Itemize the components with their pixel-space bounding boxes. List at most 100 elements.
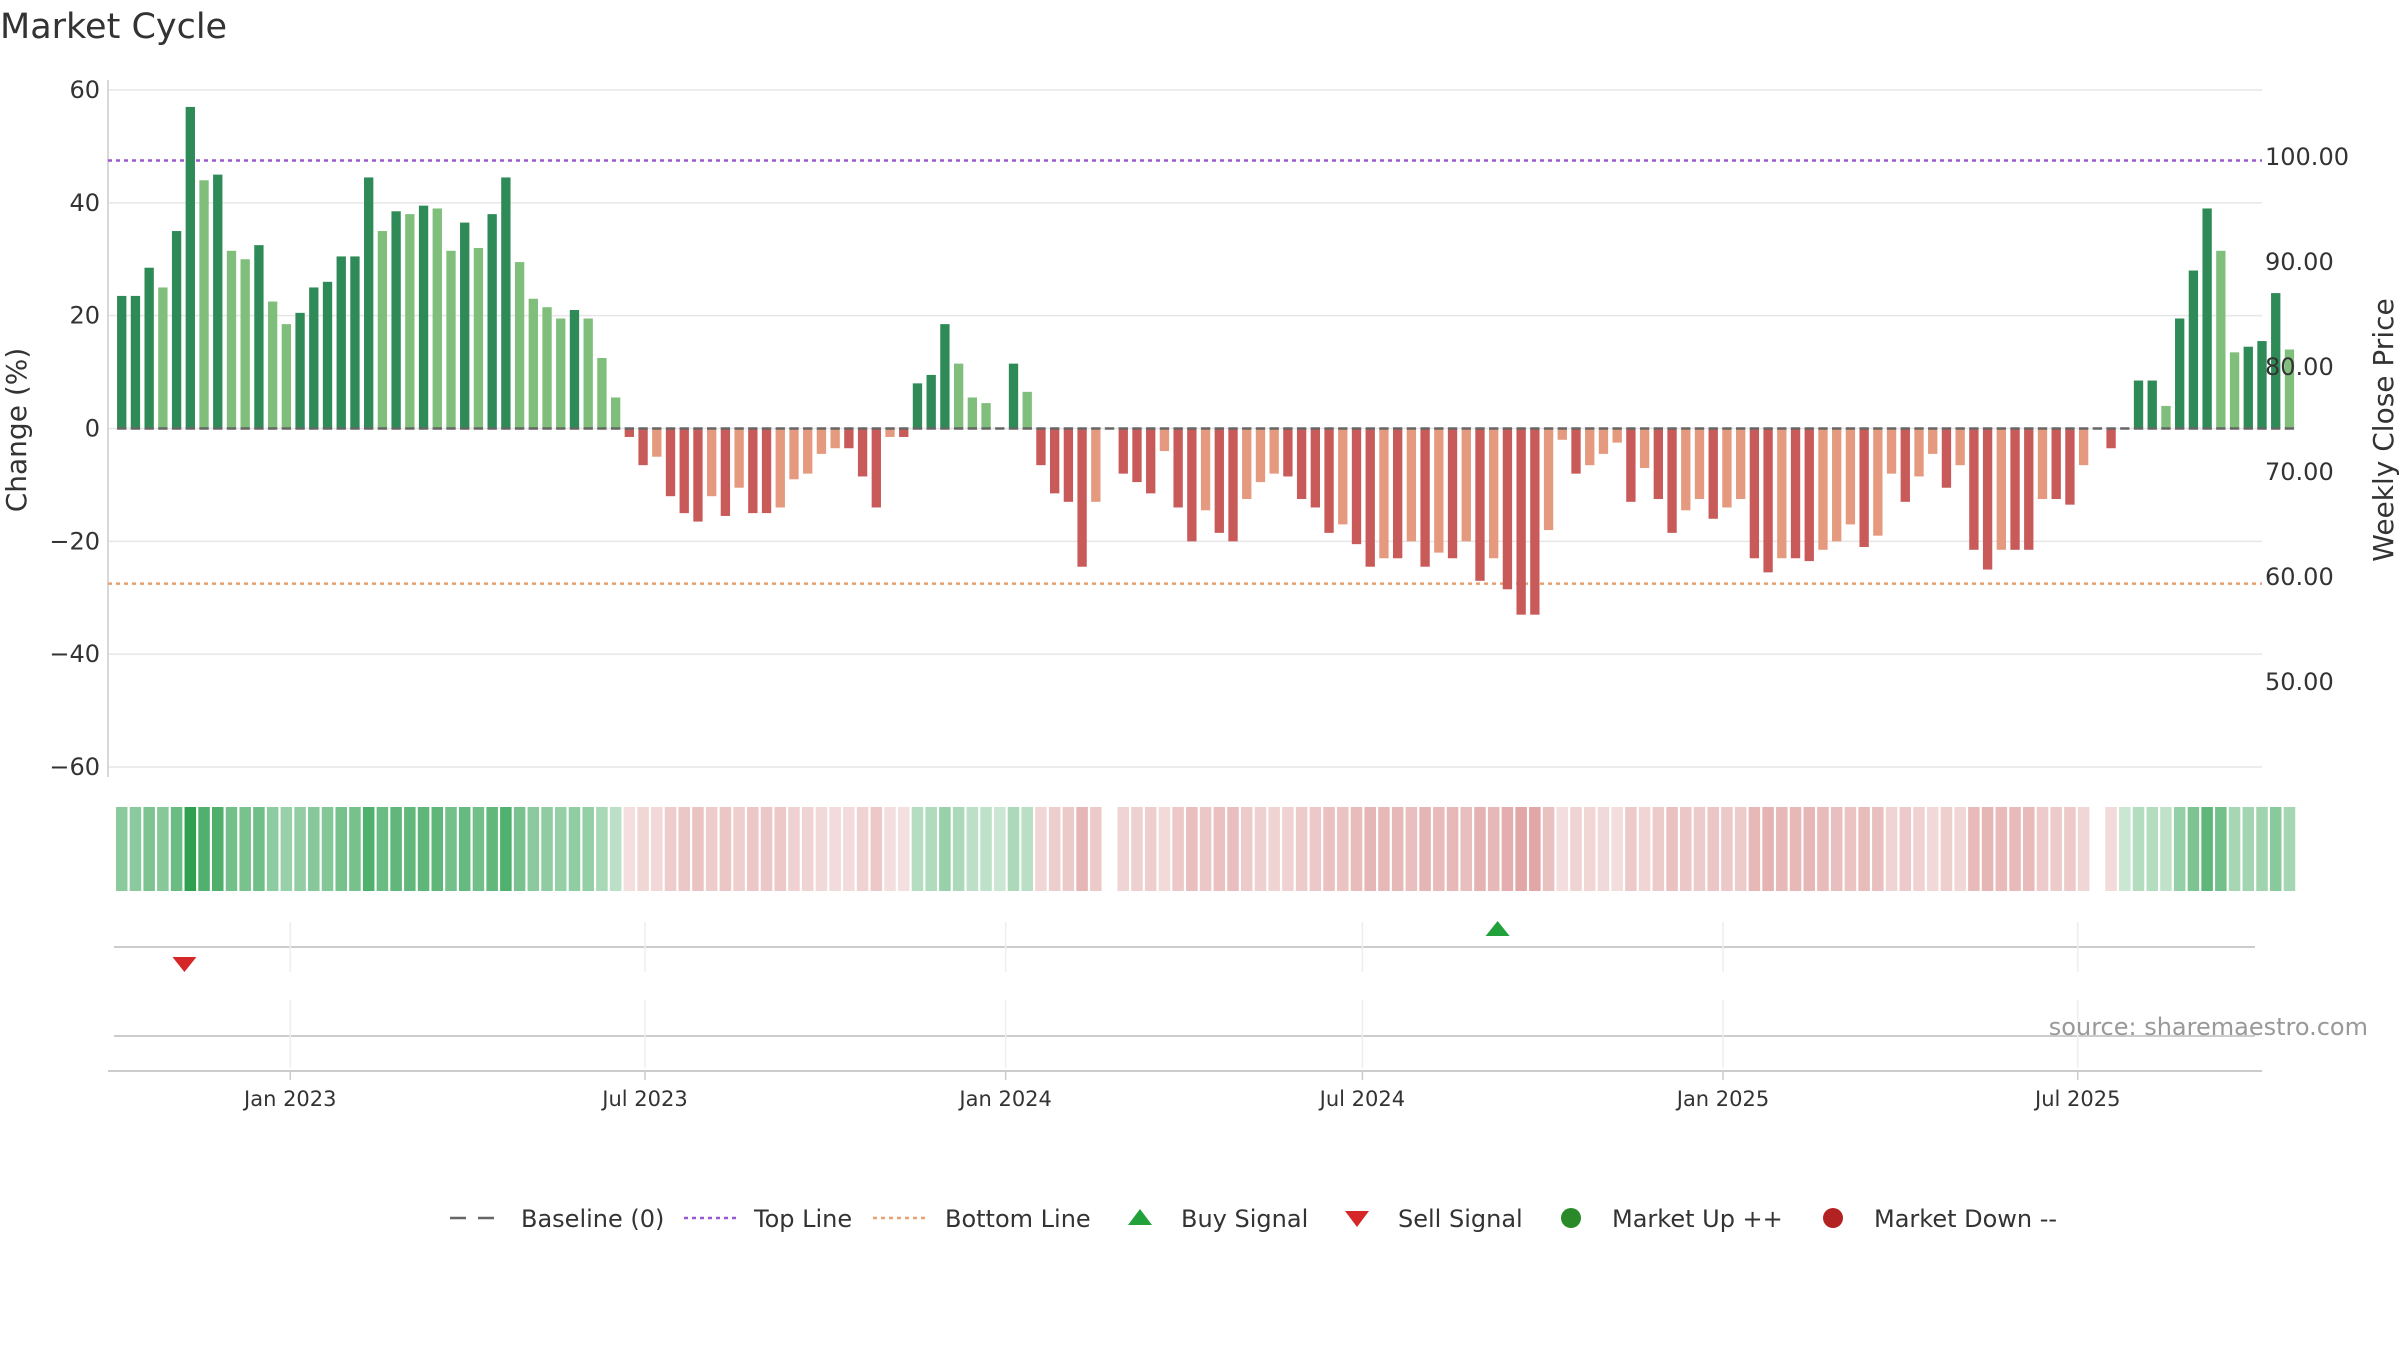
heat-cell	[486, 807, 498, 891]
heat-cell	[1913, 807, 1925, 891]
bar	[2284, 349, 2295, 429]
heat-cell	[211, 807, 224, 891]
bar	[1173, 428, 1183, 508]
bar	[1214, 428, 1224, 533]
bar	[1228, 428, 1238, 542]
bar	[583, 318, 593, 429]
bar	[1804, 428, 1814, 562]
x-tick-label: Jul 2024	[1318, 1087, 1405, 1111]
x-tick-label: Jul 2023	[600, 1087, 687, 1111]
heat-cell	[1734, 807, 1747, 891]
y2-tick-label: 80.00	[2265, 353, 2334, 381]
heat-cell	[939, 807, 951, 891]
heat-cell	[1487, 807, 1500, 891]
bar	[2078, 428, 2089, 466]
bar	[1159, 428, 1170, 452]
heat-cell	[2187, 807, 2200, 891]
bar	[254, 245, 264, 429]
y2-tick-label: 70.00	[2265, 458, 2334, 486]
heat-cell	[1858, 807, 1870, 891]
legend-item-5: Market Up ++	[1561, 1205, 1783, 1233]
sell-signal-icon	[1345, 1211, 1369, 1227]
bar	[309, 287, 319, 429]
bar	[967, 397, 978, 429]
bar	[569, 310, 580, 429]
bar	[2065, 428, 2075, 505]
heat-cell	[2009, 807, 2021, 891]
heat-cell	[458, 807, 471, 891]
heat-cell	[1652, 807, 1665, 891]
heat-cell	[925, 807, 937, 891]
bar	[1585, 428, 1595, 466]
bar	[1845, 428, 1856, 525]
bar	[734, 428, 744, 488]
chart-title: Market Cycle	[0, 7, 227, 47]
heat-cell	[1090, 807, 1102, 891]
bar	[2271, 293, 2281, 429]
y2-tick-label: 50.00	[2265, 668, 2334, 696]
y2-tick-label: 100.00	[2265, 143, 2349, 171]
bar	[2161, 405, 2171, 429]
heat-cell	[2146, 807, 2159, 891]
bar	[871, 428, 881, 508]
heat-cell	[2160, 807, 2172, 891]
bar	[117, 295, 127, 429]
bar	[487, 214, 497, 429]
heat-cell	[1186, 807, 1198, 891]
legend-label: Buy Signal	[1181, 1205, 1308, 1233]
heat-cell	[1268, 807, 1280, 891]
market-panel	[108, 1000, 2262, 1072]
legend-label: Sell Signal	[1398, 1205, 1523, 1233]
bar	[1434, 428, 1444, 553]
legend-item-1: Top Line	[684, 1205, 852, 1233]
legend-label: Baseline (0)	[521, 1205, 664, 1233]
heat-cell	[788, 807, 800, 891]
legend-item-3: Buy Signal	[1128, 1205, 1308, 1233]
bar	[1310, 428, 1321, 508]
bar	[1681, 428, 1691, 511]
bar	[844, 428, 854, 449]
bar	[1886, 428, 1897, 474]
bar	[981, 403, 991, 429]
circle-icon	[1561, 1208, 1581, 1228]
bar	[1928, 428, 1938, 454]
bar	[2202, 208, 2212, 429]
bar	[144, 267, 154, 429]
bar	[1255, 428, 1266, 483]
heat-cell	[1693, 807, 1706, 891]
heat-cell	[1323, 807, 1335, 891]
heat-cell	[335, 807, 347, 891]
bar	[1598, 428, 1609, 454]
bar	[899, 428, 909, 437]
bar	[953, 363, 964, 429]
legend-label: Market Down --	[1874, 1205, 2057, 1233]
heat-cell	[651, 807, 663, 891]
sell-signal-marker	[172, 957, 197, 972]
bar	[364, 177, 374, 429]
heat-cell	[266, 807, 279, 891]
bar	[226, 250, 237, 429]
bar	[240, 259, 250, 429]
legend-item-6: Market Down --	[1823, 1205, 2057, 1233]
bar	[1338, 428, 1348, 525]
bar	[1516, 428, 1526, 615]
bar	[377, 231, 388, 429]
heat-cell	[1680, 807, 1692, 891]
bar	[1557, 428, 1567, 440]
bar	[1763, 428, 1773, 573]
heat-cell	[225, 807, 238, 891]
bar	[926, 374, 936, 429]
heat-cell	[390, 807, 402, 891]
y-tick-label: 40	[69, 189, 100, 217]
bar	[624, 428, 635, 437]
bar	[803, 428, 813, 474]
heat-cell	[2023, 807, 2035, 891]
bar	[2188, 270, 2199, 429]
y2-tick-label: 90.00	[2265, 248, 2334, 276]
bar	[1269, 428, 1279, 474]
y-tick-label: 20	[69, 302, 100, 330]
bar	[1941, 428, 1952, 488]
bar	[1475, 428, 1485, 581]
heat-cell	[472, 807, 485, 891]
x-tick-label: Jan 2024	[957, 1087, 1052, 1111]
